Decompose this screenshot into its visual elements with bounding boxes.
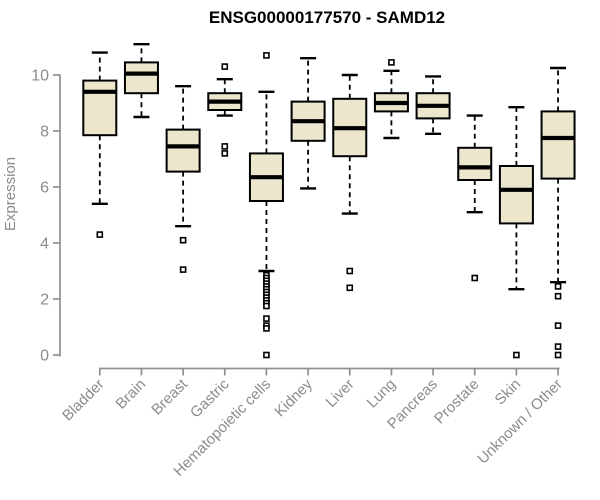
boxplot-pancreas — [415, 75, 451, 136]
boxplot-bladder — [82, 51, 118, 238]
outlier-point — [554, 322, 562, 329]
outlier-point — [263, 52, 270, 59]
outlier-point — [179, 266, 187, 273]
y-axis-label: Expression — [2, 157, 19, 231]
outlier-point — [96, 231, 104, 238]
outlier-point — [221, 143, 229, 150]
y-tick-label: 0 — [40, 348, 49, 365]
y-tick-label: 4 — [40, 236, 49, 253]
outlier-point — [346, 284, 354, 292]
y-axis: 0 2 4 6 8 10 — [31, 68, 61, 365]
y-tick-label: 6 — [40, 180, 49, 197]
boxplot-breast — [165, 84, 201, 273]
boxplot-brain — [123, 43, 159, 119]
outlier-point — [554, 343, 562, 350]
x-category-label: Prostate — [431, 376, 483, 428]
outlier-point — [554, 283, 562, 290]
boxplot-skin — [498, 105, 534, 359]
x-category-label: Brain — [112, 376, 149, 413]
y-tick-label: 10 — [31, 68, 49, 85]
outlier-point — [263, 325, 270, 332]
boxplot-prostate — [457, 114, 493, 282]
box — [82, 79, 118, 137]
outlier-point — [388, 59, 395, 66]
y-tick-label: 2 — [40, 292, 49, 309]
box — [123, 61, 159, 95]
outlier-point — [554, 292, 562, 300]
outlier-point — [179, 236, 187, 244]
outlier-point — [263, 315, 270, 322]
x-category-label: Kidney — [271, 375, 316, 420]
outlier-point — [554, 351, 562, 359]
box — [165, 128, 201, 173]
outlier-point — [263, 351, 270, 359]
boxplot-kidney — [290, 57, 326, 190]
x-category-label: Skin — [492, 376, 525, 409]
box — [540, 110, 576, 180]
boxplot-hematopoietic-cells — [248, 52, 284, 359]
box — [457, 146, 493, 182]
outlier-point — [346, 267, 354, 275]
x-category-label: Lung — [364, 376, 400, 412]
box — [498, 165, 534, 225]
x-category-label: Bladder — [59, 376, 108, 425]
outlier-point — [513, 351, 520, 359]
outlier-point — [471, 274, 479, 282]
boxplot-gastric — [207, 63, 243, 157]
y-tick-label: 8 — [40, 124, 49, 141]
chart-title: ENSG00000177570 - SAMD12 — [209, 8, 445, 27]
x-category-label: Breast — [148, 375, 191, 418]
outlier-point — [221, 150, 229, 157]
outlier-point — [263, 302, 270, 310]
boxplot-liver — [332, 73, 368, 292]
outlier-point — [221, 63, 229, 70]
plot-area — [82, 43, 576, 359]
boxplot-unknown-other — [540, 66, 576, 359]
x-category-label: Liver — [323, 376, 358, 411]
boxplot-lung — [373, 59, 409, 140]
